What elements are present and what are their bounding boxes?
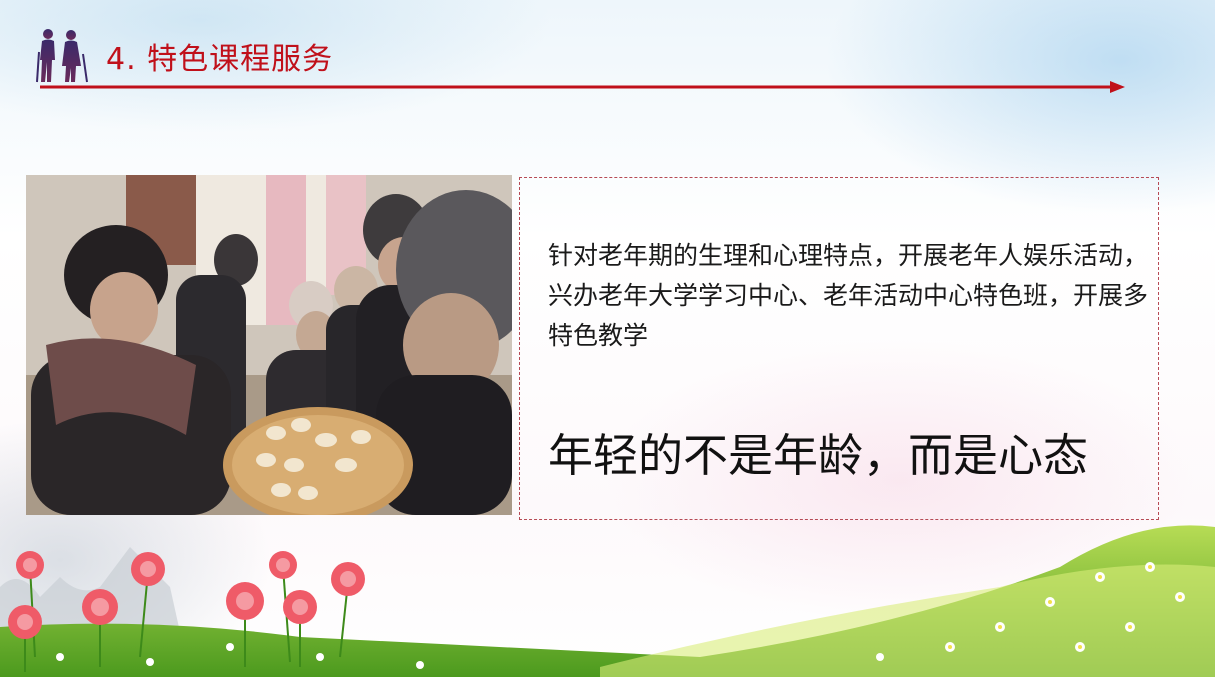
activity-photo (26, 175, 512, 515)
flower-meadow-decoration (0, 525, 1215, 677)
content-box: 针对老年期的生理和心理特点，开展老年人娱乐活动，兴办老年大学学习中心、老年活动中… (519, 177, 1159, 520)
description-paragraph: 针对老年期的生理和心理特点，开展老年人娱乐活动，兴办老年大学学习中心、老年活动中… (548, 241, 1149, 350)
elderly-couple-icon (36, 29, 88, 83)
title-underline-arrow (40, 81, 1125, 93)
slogan-text: 年轻的不是年龄，而是心态 (548, 429, 1089, 482)
page-title: 4. 特色课程服务 (106, 42, 334, 77)
